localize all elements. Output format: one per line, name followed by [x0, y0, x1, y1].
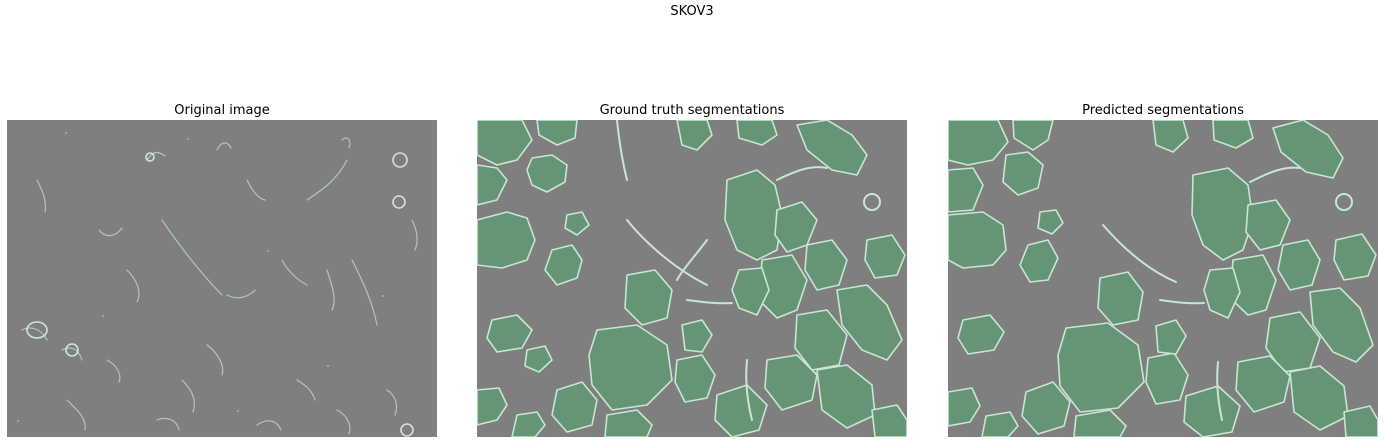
- panel-title-original: Original image: [174, 103, 270, 118]
- panel-ground-truth: Ground truth segmentations: [477, 102, 907, 437]
- panel-original-image: Original image: [7, 102, 437, 437]
- panel-title-predicted: Predicted segmentations: [1082, 103, 1244, 118]
- predicted-segmentation-image: [948, 120, 1378, 437]
- original-image: [7, 120, 437, 437]
- ground-truth-segmentation-image: [477, 120, 907, 437]
- panel-predicted: Predicted segmentations: [948, 102, 1378, 437]
- panel-title-ground-truth: Ground truth segmentations: [599, 103, 785, 118]
- figure-title: SKOV3: [670, 4, 714, 19]
